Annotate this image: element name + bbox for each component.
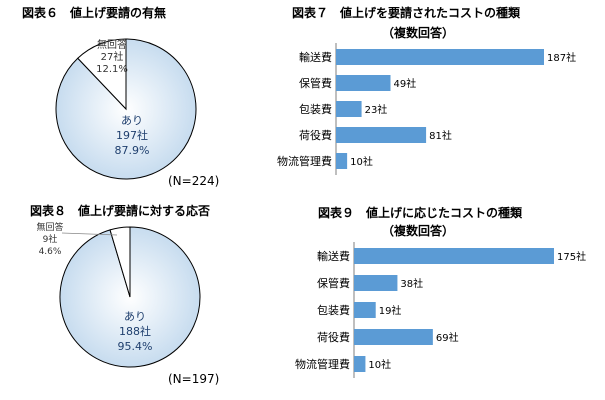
bar-value-label: 38社 — [400, 277, 423, 290]
fig8-title: 図表８ 値上げ要請に対する応否 — [30, 204, 211, 218]
pie-label-no-answer: 12.1% — [96, 64, 128, 75]
bar-category-label: 荷役費 — [317, 330, 350, 344]
pie-label-ari: 87.9% — [115, 144, 150, 157]
bar-value-label: 49社 — [394, 77, 417, 90]
bar-category-label: 物流管理費 — [277, 154, 332, 168]
bar-category-label: 保管費 — [317, 276, 350, 290]
fig6-title: 図表６ 値上げ要請の有無 — [22, 6, 167, 20]
pie-label-ari: あり — [121, 114, 143, 127]
fig7-subtitle: （複数回答） — [382, 26, 455, 40]
bar-category-label: 包装費 — [299, 102, 332, 116]
bar — [336, 127, 427, 143]
pie-label-no-answer: 4.6% — [39, 247, 62, 257]
bar-category-label: 荷役費 — [299, 128, 332, 142]
fig9-title: 図表９ 値上げに応じたコストの種類 — [318, 206, 523, 220]
bar-value-label: 69社 — [436, 331, 459, 344]
bar — [336, 49, 544, 65]
pie-slice-no-answer — [77, 38, 127, 111]
bar-value-label: 187社 — [547, 51, 576, 64]
fig7-title: 図表７ 値上げを要請されたコストの種類 — [292, 6, 521, 20]
pie-label-no-answer: 無回答 — [36, 221, 63, 233]
bar — [354, 329, 433, 345]
pie-leader-line — [61, 232, 118, 236]
bar — [354, 302, 376, 318]
bar-value-label: 10社 — [368, 358, 391, 371]
bar-category-label: 物流管理費 — [295, 357, 350, 371]
pie-label-ari: あり — [124, 310, 146, 323]
bar — [336, 153, 348, 169]
bar — [336, 101, 362, 117]
pie-slice-no-answer — [109, 226, 131, 298]
bar — [354, 275, 398, 291]
bar-category-label: 輸送費 — [317, 249, 350, 263]
bar-value-label: 175社 — [557, 250, 586, 263]
bar-value-label: 10社 — [350, 155, 373, 168]
bar-category-label: 保管費 — [299, 76, 332, 90]
bar — [354, 356, 366, 372]
fig9-subtitle: （複数回答） — [382, 224, 455, 238]
bar-value-label: 23社 — [365, 103, 388, 116]
bar-value-label: 81社 — [429, 129, 452, 142]
pie-label-ari: 197社 — [116, 128, 148, 142]
pie-label-ari: 95.4% — [118, 340, 153, 353]
bar — [354, 248, 554, 264]
bar-value-label: 19社 — [379, 304, 402, 317]
bar-category-label: 輸送費 — [299, 50, 332, 64]
pie-label-no-answer: 27社 — [101, 50, 124, 63]
bar — [336, 75, 391, 91]
fig6-n-label: (N=224) — [168, 174, 220, 188]
fig8-n-label: (N=197) — [168, 372, 220, 386]
pie-label-no-answer: 無回答 — [97, 38, 127, 51]
pie-label-ari: 188社 — [119, 324, 151, 338]
pie-label-no-answer: 9社 — [43, 233, 58, 245]
bar-category-label: 包装費 — [317, 303, 350, 317]
